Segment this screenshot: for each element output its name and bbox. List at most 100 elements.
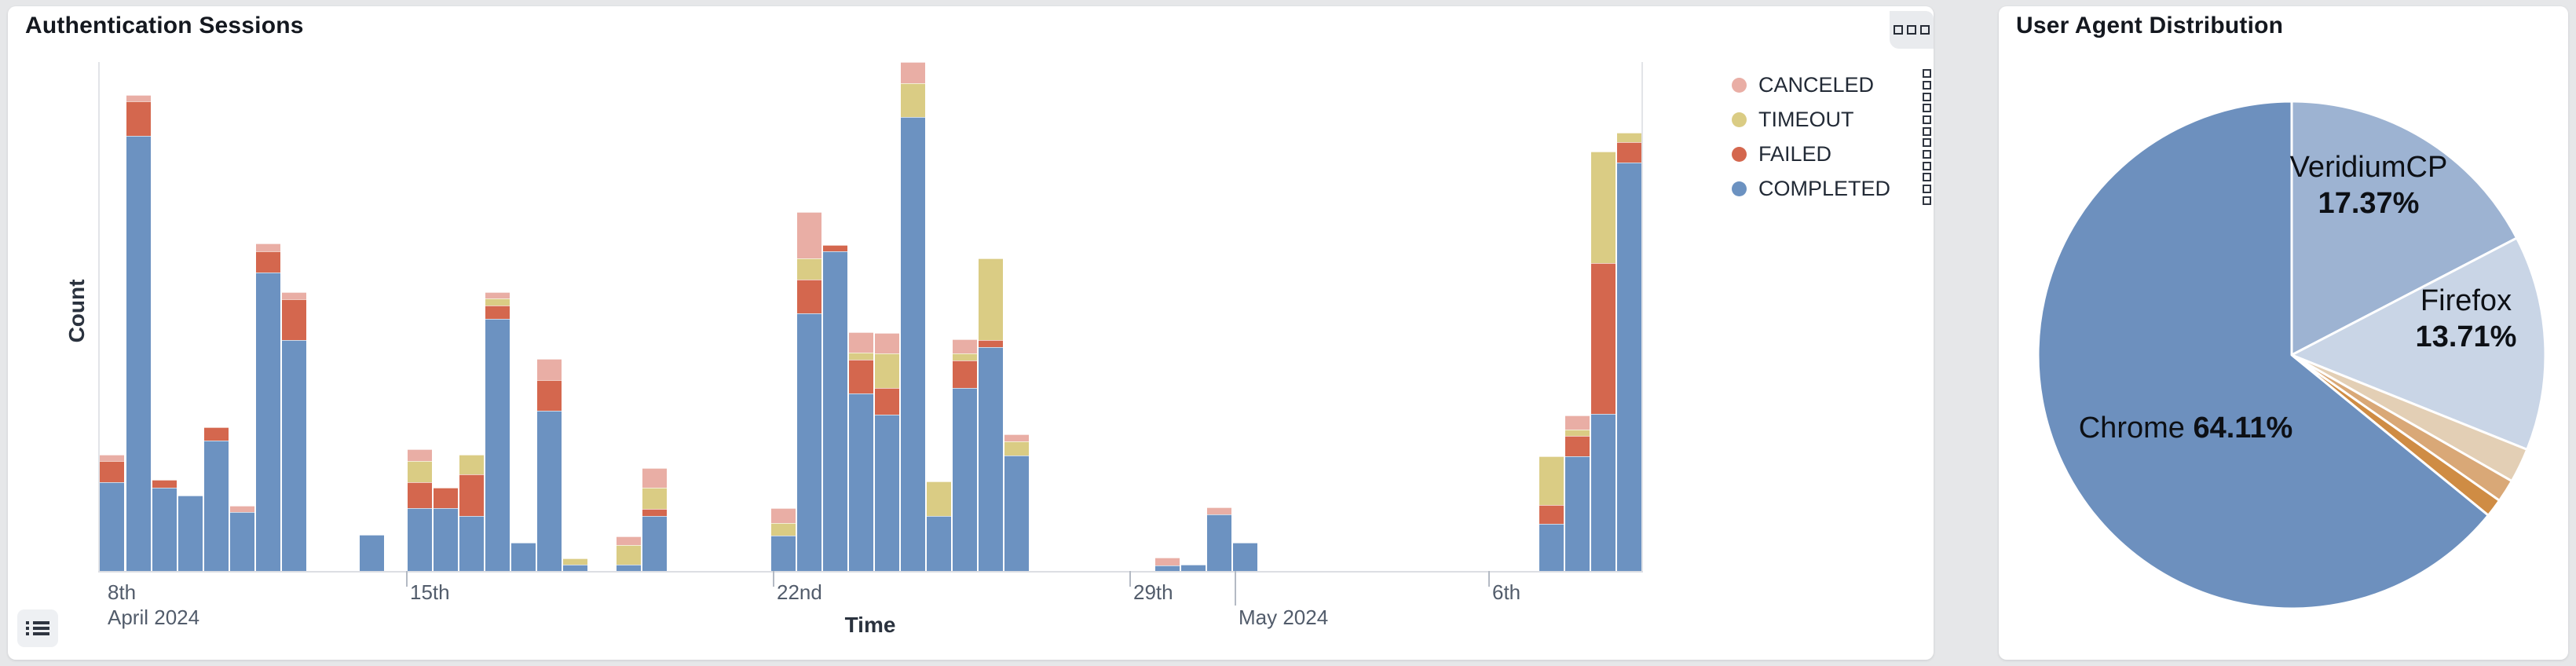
bar-segment-canceled[interactable] xyxy=(256,243,280,251)
bar-segment-completed[interactable] xyxy=(126,136,151,571)
bar-segment-completed[interactable] xyxy=(459,515,484,571)
bar-segment-failed[interactable] xyxy=(953,360,977,388)
bar-segment-canceled[interactable] xyxy=(642,468,667,489)
stacked-bar[interactable] xyxy=(1207,507,1231,571)
bar-segment-failed[interactable] xyxy=(408,481,432,509)
stacked-bar[interactable] xyxy=(100,455,124,571)
bar-segment-timeout[interactable] xyxy=(771,522,796,536)
stacked-bar[interactable] xyxy=(823,245,847,571)
bar-segment-canceled[interactable] xyxy=(282,291,306,300)
bar-segment-canceled[interactable] xyxy=(797,212,821,258)
stacked-bar[interactable] xyxy=(459,455,484,571)
stacked-bar[interactable] xyxy=(1155,557,1180,571)
stacked-bar[interactable] xyxy=(1181,565,1206,571)
bar-segment-failed[interactable] xyxy=(537,380,562,411)
bar-segment-timeout[interactable] xyxy=(849,352,873,360)
stacked-bar[interactable] xyxy=(1591,152,1615,571)
bar-segment-completed[interactable] xyxy=(1207,514,1231,571)
bar-segment-failed[interactable] xyxy=(849,360,873,394)
stacked-bar[interactable] xyxy=(979,258,1003,571)
bar-segment-canceled[interactable] xyxy=(617,536,641,546)
stacked-bar[interactable] xyxy=(282,291,306,571)
bar-segment-failed[interactable] xyxy=(459,474,484,516)
stacked-bar[interactable] xyxy=(360,534,384,571)
bar-segment-failed[interactable] xyxy=(979,340,1003,347)
bar-segment-canceled[interactable] xyxy=(537,359,562,381)
stacked-bar[interactable] xyxy=(927,481,951,571)
bar-segment-completed[interactable] xyxy=(1181,565,1206,571)
stacked-bar[interactable] xyxy=(617,536,641,571)
bar-segment-canceled[interactable] xyxy=(485,291,510,299)
pie-slice-firefox[interactable] xyxy=(2290,236,2547,451)
vertical-grip-icon[interactable] xyxy=(1923,172,1931,205)
bar-segment-failed[interactable] xyxy=(642,509,667,516)
stacked-bar[interactable] xyxy=(152,479,177,571)
bar-segment-failed[interactable] xyxy=(204,426,229,441)
bar-segment-canceled[interactable] xyxy=(875,332,899,353)
vertical-grip-icon[interactable] xyxy=(1923,68,1931,101)
bar-segment-completed[interactable] xyxy=(230,512,254,571)
stacked-bar[interactable] xyxy=(849,331,873,571)
stacked-bar[interactable] xyxy=(126,95,151,571)
stacked-bar[interactable] xyxy=(511,542,536,571)
bar-segment-canceled[interactable] xyxy=(771,508,796,523)
pie-slice-chrome[interactable] xyxy=(2036,100,2490,610)
bar-segment-completed[interactable] xyxy=(1539,523,1564,571)
bar-segment-canceled[interactable] xyxy=(1004,434,1029,441)
stacked-bar[interactable] xyxy=(875,332,899,571)
stacked-bar[interactable] xyxy=(1233,542,1257,571)
bar-segment-canceled[interactable] xyxy=(901,62,925,83)
stacked-bar[interactable] xyxy=(434,488,458,571)
bar-segment-timeout[interactable] xyxy=(953,353,977,361)
bar-segment-completed[interactable] xyxy=(823,251,847,571)
legend-item-failed[interactable]: FAILED xyxy=(1732,137,1931,170)
bar-segment-failed[interactable] xyxy=(485,306,510,320)
bar-segment-timeout[interactable] xyxy=(979,258,1003,341)
bar-segment-failed[interactable] xyxy=(1617,141,1641,163)
bar-segment-completed[interactable] xyxy=(1004,456,1029,571)
stacked-bar[interactable] xyxy=(230,506,254,571)
bar-segment-failed[interactable] xyxy=(152,479,177,489)
bar-segment-timeout[interactable] xyxy=(408,460,432,482)
bar-segment-canceled[interactable] xyxy=(1207,507,1231,514)
bar-segment-failed[interactable] xyxy=(797,280,821,313)
bar-segment-failed[interactable] xyxy=(1565,436,1590,457)
bar-segment-completed[interactable] xyxy=(282,340,306,571)
bar-segment-canceled[interactable] xyxy=(849,331,873,353)
panel-menu-button[interactable] xyxy=(1890,11,1934,49)
data-view-button[interactable] xyxy=(17,609,58,647)
bar-segment-completed[interactable] xyxy=(100,481,124,571)
stacked-bar[interactable] xyxy=(953,339,977,571)
bar-segment-completed[interactable] xyxy=(511,542,536,571)
bar-segment-failed[interactable] xyxy=(1539,504,1564,524)
bar-segment-timeout[interactable] xyxy=(1617,133,1641,142)
legend-item-timeout[interactable]: TIMEOUT xyxy=(1732,103,1931,136)
stacked-bar[interactable] xyxy=(537,359,562,571)
bar-segment-completed[interactable] xyxy=(563,565,587,571)
bar-segment-failed[interactable] xyxy=(282,299,306,341)
stacked-bar[interactable] xyxy=(797,212,821,571)
bar-segment-completed[interactable] xyxy=(485,319,510,571)
bar-segment-completed[interactable] xyxy=(408,508,432,571)
bar-segment-completed[interactable] xyxy=(178,496,203,571)
bar-segment-completed[interactable] xyxy=(1233,542,1257,571)
stacked-bar[interactable] xyxy=(1565,415,1590,571)
vertical-grip-icon[interactable] xyxy=(1923,137,1931,170)
bar-segment-failed[interactable] xyxy=(875,387,899,415)
bar-segment-completed[interactable] xyxy=(771,535,796,571)
bar-segment-completed[interactable] xyxy=(875,415,899,571)
bar-segment-timeout[interactable] xyxy=(1565,429,1590,437)
bar-segment-canceled[interactable] xyxy=(1155,557,1180,566)
stacked-bar[interactable] xyxy=(1539,456,1564,571)
pie-slice-veridiumcp[interactable] xyxy=(2290,100,2519,357)
stacked-bar[interactable] xyxy=(256,243,280,571)
bar-segment-timeout[interactable] xyxy=(927,481,951,516)
bar-segment-canceled[interactable] xyxy=(126,95,151,101)
stacked-bar[interactable] xyxy=(204,426,229,571)
bar-segment-canceled[interactable] xyxy=(408,448,432,461)
legend-item-completed[interactable]: COMPLETED xyxy=(1732,172,1931,205)
bar-segment-completed[interactable] xyxy=(1155,565,1180,571)
bar-segment-failed[interactable] xyxy=(256,251,280,273)
stacked-bar[interactable] xyxy=(408,448,432,571)
bar-segment-completed[interactable] xyxy=(152,488,177,571)
